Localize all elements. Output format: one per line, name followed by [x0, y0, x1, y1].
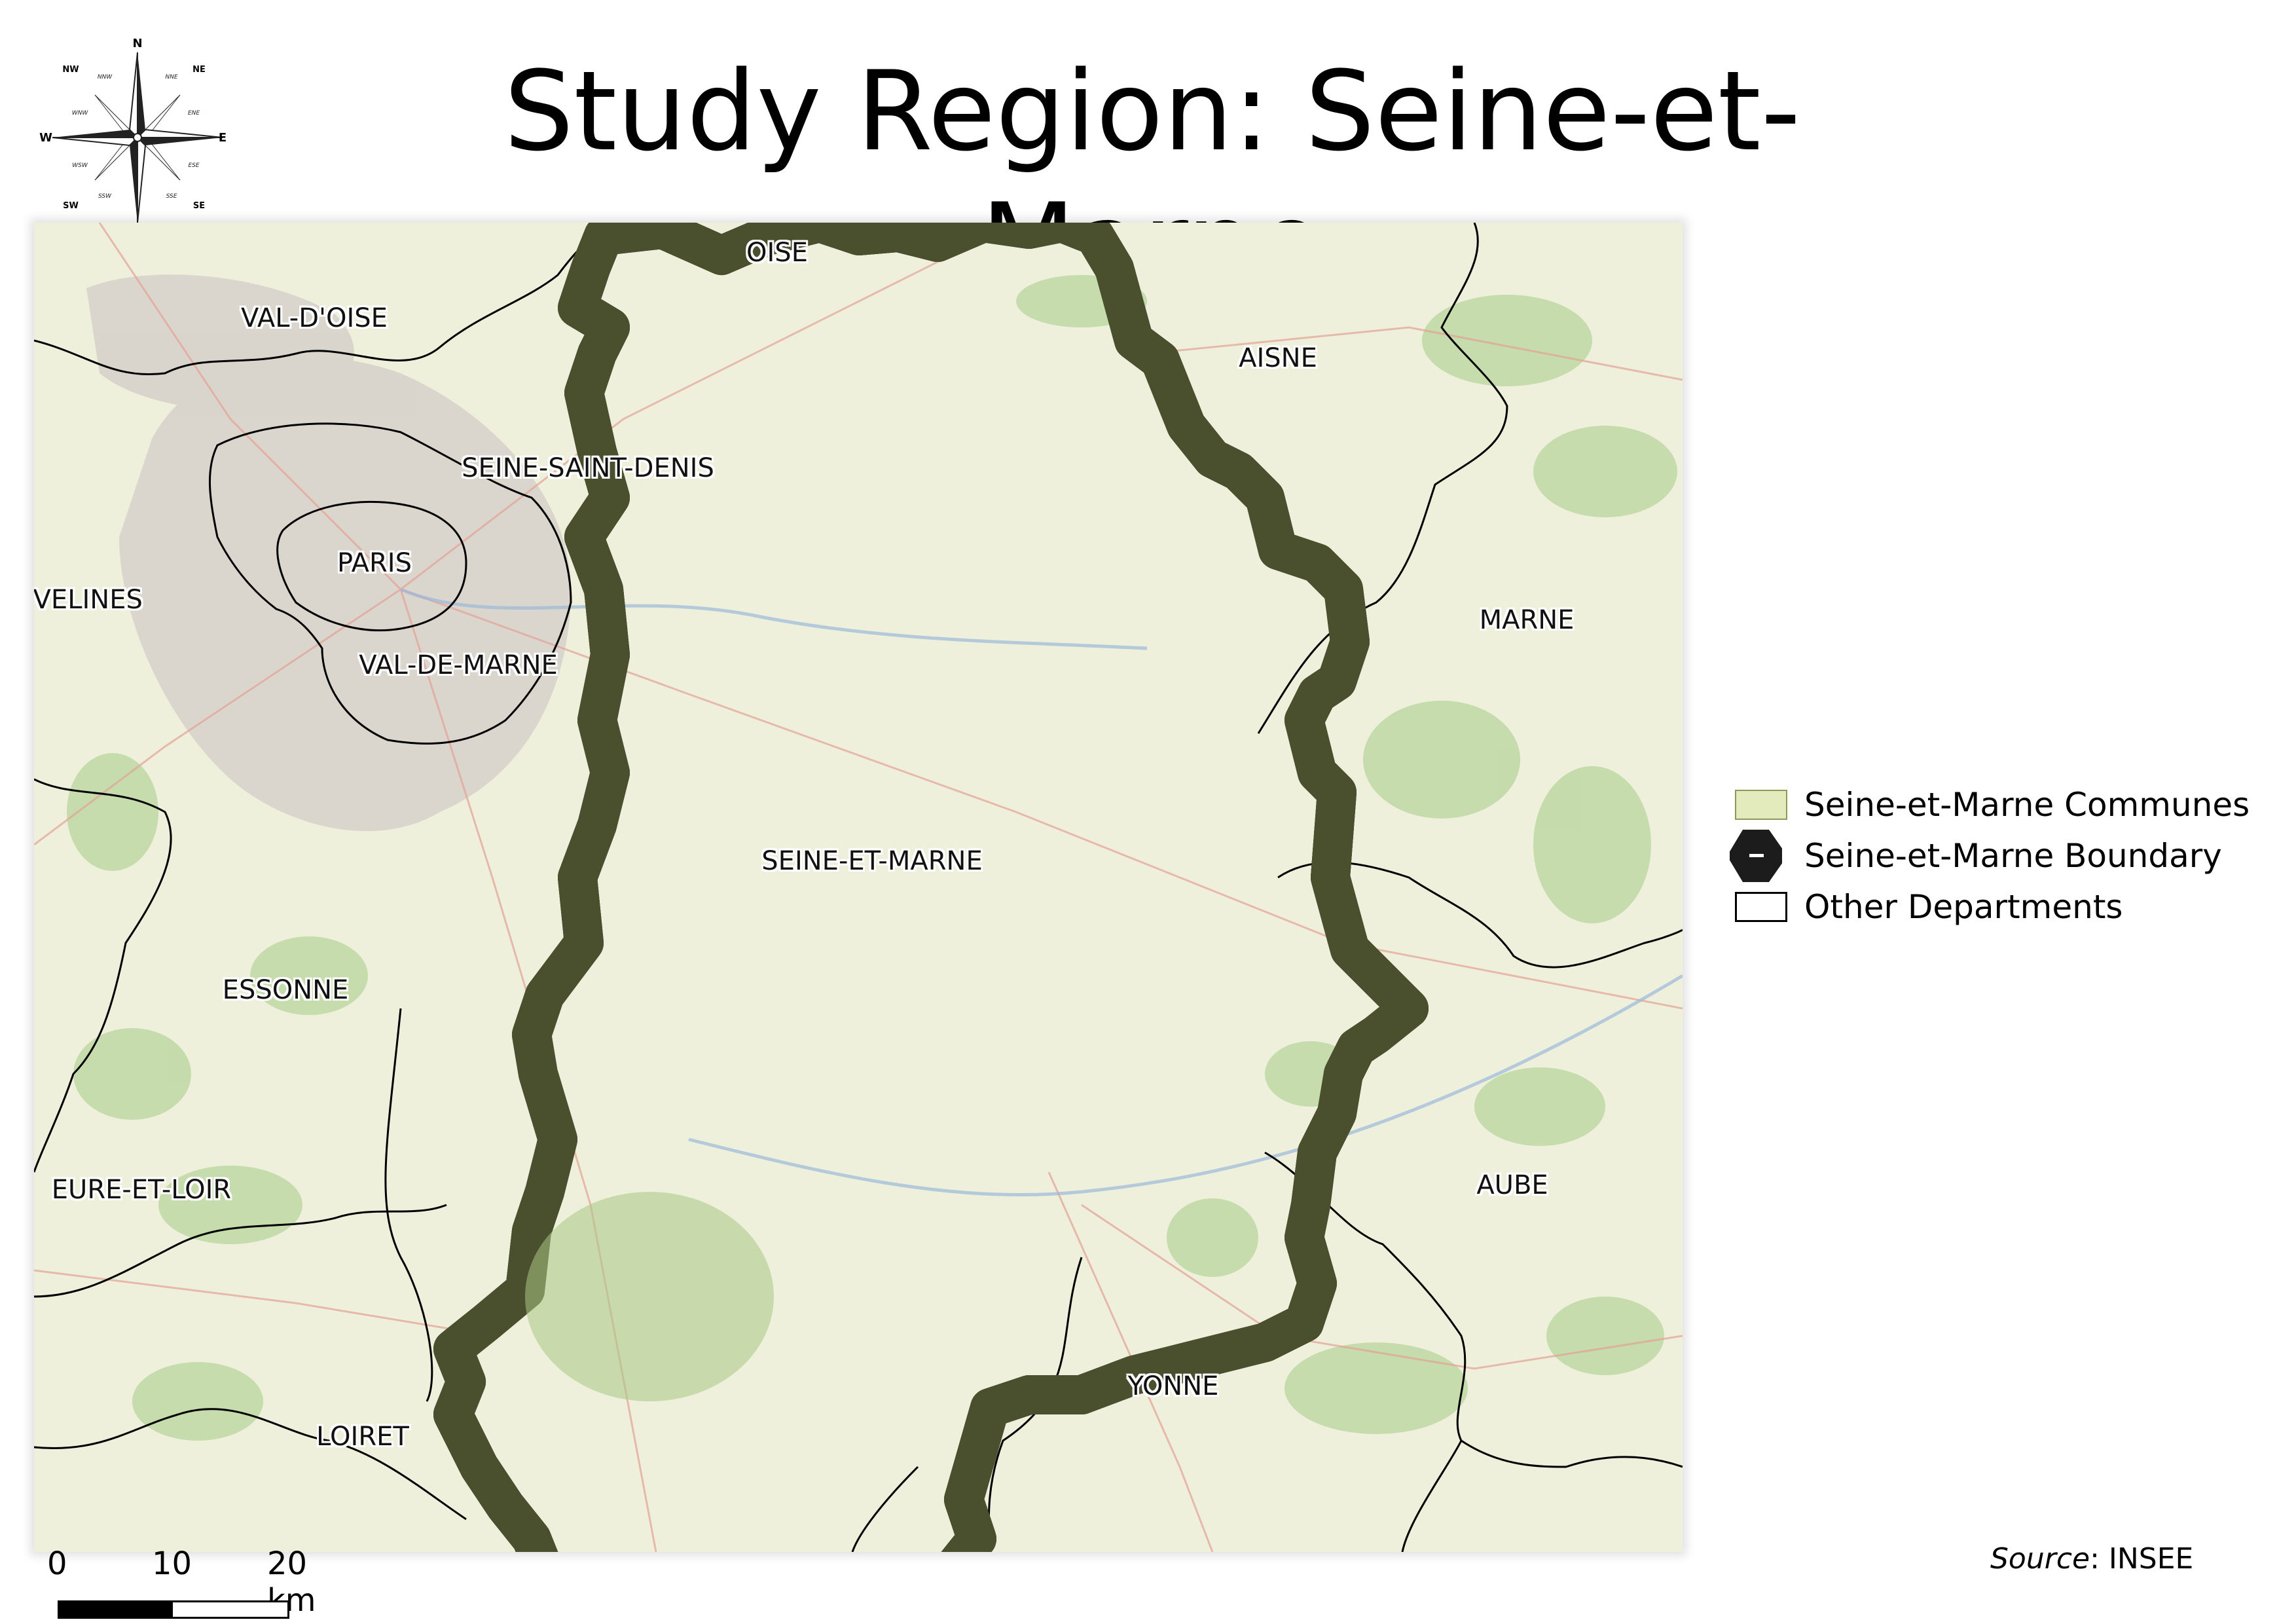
compass-nnw-label: NNW [98, 74, 113, 81]
source-attribution: Source: INSEE [1990, 1542, 2193, 1576]
compass-sw-label: SW [63, 201, 79, 211]
label-yonne: YONNE [1127, 1371, 1219, 1401]
communes-swatch-icon [1735, 790, 1787, 820]
seine-et-marne-region[interactable] [427, 223, 1429, 1552]
map-canvas[interactable]: OISE VAL-D'OISE AISNE SEINE-SAINT-DENIS … [34, 223, 1683, 1552]
other-departments-swatch-icon [1735, 892, 1787, 922]
scale-tick-0: 0 [47, 1545, 67, 1582]
label-val-doise: VAL-D'OISE [241, 303, 388, 333]
legend-label-boundary: Seine-et-Marne Boundary [1804, 837, 2222, 875]
compass-wsw-label: WSW [72, 162, 88, 169]
map-svg [34, 223, 1683, 1552]
compass-north-label: N [132, 37, 142, 50]
scale-bar: 0 10 20 km [39, 1545, 340, 1619]
label-essonne: ESSONNE [222, 975, 349, 1005]
compass-nw-label: NW [62, 65, 79, 75]
label-seine-saint-denis: SEINE-SAINT-DENIS [462, 453, 714, 483]
label-marne: MARNE [1479, 605, 1575, 635]
source-value: : INSEE [2090, 1542, 2194, 1576]
boundary-swatch-icon [1730, 830, 1787, 882]
compass-ene-label: ENE [188, 110, 200, 117]
compass-rose-icon: N S E W NE NW SE SW NNW NNE ENE ESE SSE … [33, 33, 242, 243]
compass-ssw-label: SSW [98, 193, 112, 200]
label-loiret: LOIRET [316, 1422, 409, 1452]
label-paris: PARIS [337, 548, 412, 578]
legend-label-other: Other Departments [1804, 888, 2123, 926]
label-eure-et-loir: EURE-ET-LOIR [51, 1175, 232, 1205]
label-aisne: AISNE [1239, 343, 1317, 373]
source-prefix: Source [1990, 1542, 2090, 1576]
map-legend: Seine-et-Marne Communes Seine-et-Marne B… [1730, 779, 2250, 932]
legend-item-communes: Seine-et-Marne Communes [1735, 779, 2250, 830]
compass-se-label: SE [193, 201, 205, 211]
urban-area [86, 274, 571, 832]
legend-item-other: Other Departments [1735, 881, 2250, 932]
label-val-de-marne: VAL-DE-MARNE [359, 650, 558, 680]
label-aube: AUBE [1476, 1170, 1548, 1200]
compass-west-label: W [39, 131, 52, 145]
label-yvelines: YVELINES [34, 585, 143, 615]
legend-item-boundary: Seine-et-Marne Boundary [1730, 830, 2250, 882]
compass-nne-label: NNE [165, 74, 177, 81]
fontainebleau-forest [525, 1192, 774, 1401]
compass-ese-label: ESE [188, 162, 199, 169]
compass-wnw-label: WNW [72, 110, 89, 117]
label-seine-et-marne: SEINE-ET-MARNE [761, 846, 983, 876]
compass-east-label: E [219, 131, 227, 145]
scale-tick-10: 10 [152, 1545, 192, 1582]
river-lines [400, 587, 1683, 1197]
compass-ne-label: NE [192, 65, 206, 75]
scale-bar-black-segment [58, 1600, 173, 1619]
legend-label-communes: Seine-et-Marne Communes [1804, 786, 2250, 824]
forest-areas [67, 275, 1677, 1441]
compass-sse-label: SSE [166, 193, 177, 200]
label-oise: OISE [746, 238, 808, 268]
